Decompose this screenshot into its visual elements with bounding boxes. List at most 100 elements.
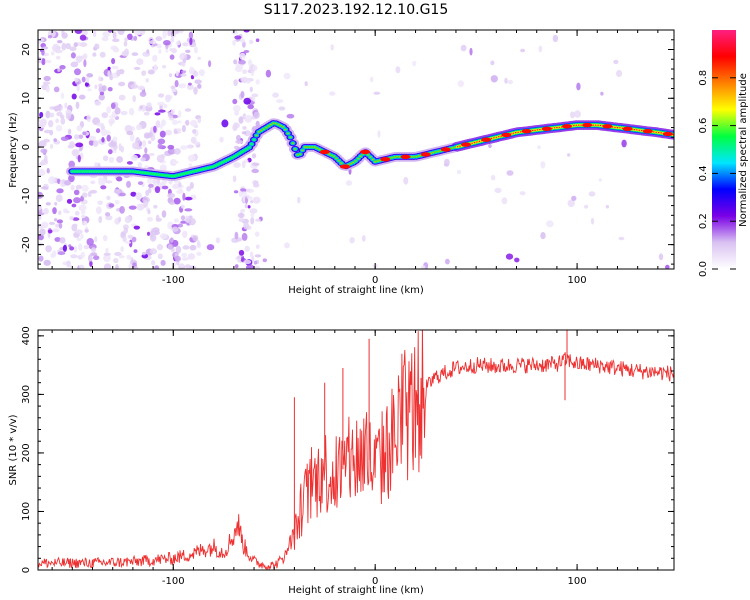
- y-tick-label: 0: [21, 567, 32, 573]
- heatmap-cell: [108, 115, 117, 119]
- heatmap-cell: [64, 180, 71, 186]
- heatmap-cell: [567, 153, 571, 157]
- heatmap-cell: [597, 124, 599, 126]
- heatmap-cell: [249, 39, 254, 45]
- heatmap-cell: [188, 82, 192, 86]
- heatmap-cell: [93, 255, 100, 260]
- heatmap-cell: [98, 75, 102, 82]
- heatmap-cell: [57, 251, 66, 256]
- heatmap-cell: [60, 117, 66, 125]
- heatmap-cell: [613, 59, 619, 65]
- heatmap-cell: [642, 129, 653, 134]
- heatmap-cell: [78, 264, 85, 269]
- heatmap-frame: [37, 29, 675, 270]
- heatmap-cell: [177, 223, 184, 228]
- heatmap-cell: [55, 223, 60, 228]
- heatmap-cell: [514, 132, 517, 134]
- heatmap-cell: [68, 174, 75, 183]
- heatmap-cell: [640, 129, 643, 132]
- heatmap-cell: [73, 42, 78, 48]
- heatmap-cell: [44, 154, 48, 163]
- heatmap-cell: [500, 135, 503, 137]
- heatmap-cell: [103, 254, 111, 263]
- heatmap-cell: [377, 130, 381, 138]
- heatmap-cell: [193, 141, 201, 145]
- heatmap-cell: [143, 200, 149, 208]
- heatmap-cell: [81, 192, 88, 198]
- heatmap-cell: [162, 64, 167, 69]
- heatmap-cell: [250, 217, 255, 225]
- heatmap-cell: [126, 254, 132, 260]
- heatmap-cell: [296, 154, 299, 156]
- heatmap-cell: [78, 134, 84, 139]
- heatmap-cell: [147, 177, 153, 184]
- heatmap-cell: [219, 136, 224, 143]
- heatmap-cell: [45, 245, 52, 253]
- heatmap-cell: [148, 183, 154, 188]
- heatmap-cell: [340, 162, 343, 164]
- heatmap-cell: [495, 136, 498, 138]
- heatmap-cell: [226, 159, 229, 161]
- heatmap-cell: [69, 246, 75, 251]
- heatmap-cell: [103, 170, 105, 172]
- heatmap-cell: [420, 152, 431, 157]
- heatmap-cell: [56, 55, 61, 60]
- heatmap-cell: [48, 176, 56, 185]
- heatmap-cell: [111, 58, 116, 65]
- heatmap-cell: [471, 142, 473, 144]
- heatmap-cell: [242, 69, 248, 74]
- heatmap-cell: [61, 42, 67, 51]
- heatmap-cell: [588, 191, 596, 197]
- heatmap-cell: [178, 30, 184, 34]
- heatmap-cell: [52, 207, 57, 215]
- heatmap-cell: [130, 191, 137, 197]
- heatmap-cell: [181, 252, 187, 258]
- snr-panel: -100 0 100 0 100 200 300 400 Height of straight…: [8, 326, 675, 596]
- colorbar-tick-label: 0.6: [698, 118, 709, 134]
- heatmap-cell: [473, 142, 476, 144]
- heatmap-cell: [172, 183, 180, 190]
- heatmap-cell: [71, 170, 74, 172]
- heatmap-cell: [75, 55, 83, 63]
- heatmap-cell: [178, 187, 183, 194]
- heatmap-cell: [152, 227, 160, 233]
- heatmap-cell: [313, 146, 316, 148]
- heatmap-cell: [265, 69, 272, 78]
- heatmap-cell: [180, 73, 187, 77]
- heatmap-cell: [445, 258, 450, 265]
- heatmap-cell: [173, 197, 181, 205]
- heatmap-cell: [176, 128, 182, 132]
- heatmap-cell: [221, 119, 229, 128]
- x-tick-label: 0: [372, 576, 378, 587]
- heatmap-cell: [234, 65, 243, 73]
- heatmap-cell: [81, 30, 88, 36]
- x-tick-label: 0: [372, 275, 378, 286]
- heatmap-cell: [114, 200, 120, 205]
- heatmap-cell: [43, 129, 52, 134]
- heatmap-cell: [221, 161, 224, 163]
- heatmap-cell: [147, 231, 150, 236]
- heatmap-cell: [131, 236, 137, 243]
- heatmap-cell: [102, 234, 108, 242]
- heatmap-cell: [150, 233, 157, 242]
- heatmap-cell: [82, 53, 88, 60]
- heatmap-cell: [206, 244, 215, 251]
- heatmap-cell: [636, 129, 638, 131]
- heatmap-cell: [546, 220, 554, 228]
- heatmap-cell: [396, 156, 398, 158]
- heatmap-cell: [81, 170, 83, 172]
- heatmap-cell: [153, 173, 156, 175]
- heatmap-cell: [457, 80, 464, 88]
- heatmap-cell: [160, 259, 166, 266]
- heatmap-cell: [234, 231, 239, 240]
- heatmap-cell: [538, 45, 543, 53]
- heatmap-cell: [172, 119, 178, 125]
- heatmap-cell: [100, 170, 103, 172]
- heatmap-cell: [190, 171, 192, 173]
- colorbar-gradient: [712, 30, 736, 269]
- heatmap-cell: [123, 41, 128, 47]
- heatmap-cell: [116, 69, 121, 77]
- heatmap-cell: [189, 244, 197, 251]
- heatmap-background: [38, 30, 674, 269]
